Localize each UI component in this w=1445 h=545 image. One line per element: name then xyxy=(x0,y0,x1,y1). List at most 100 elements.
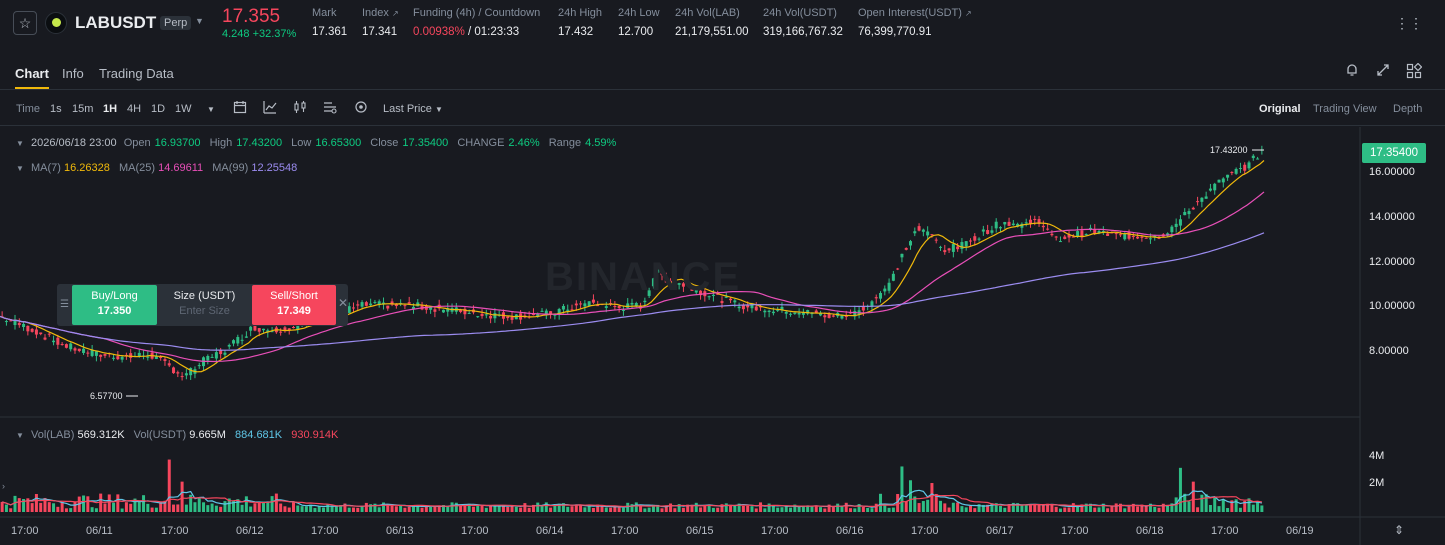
volume-bar xyxy=(497,506,501,512)
candle-body xyxy=(1191,207,1195,210)
price-axis-label: 12.00000 xyxy=(1369,255,1415,268)
candle-body xyxy=(909,241,913,246)
volume-bar xyxy=(609,507,613,512)
sell-short-button[interactable]: Sell/Short 17.349 xyxy=(252,285,336,325)
volume-bar xyxy=(1063,507,1067,512)
candle-body xyxy=(1251,155,1255,159)
volume-bar xyxy=(373,503,377,512)
volume-bar xyxy=(202,502,206,512)
layout-grid-icon[interactable] xyxy=(1405,62,1423,81)
candle-body xyxy=(634,302,638,307)
external-link-icon[interactable]: ↗ xyxy=(391,9,399,18)
volume-bar xyxy=(776,507,780,512)
favorite-star-icon[interactable]: ☆ xyxy=(13,11,37,35)
collapse-caret-icon[interactable]: ▼ xyxy=(16,431,24,440)
view-tradingview[interactable]: Trading View xyxy=(1313,103,1377,115)
collapse-caret-icon[interactable]: ▼ xyxy=(16,164,24,173)
interval-1s[interactable]: 1s xyxy=(50,103,62,115)
view-depth[interactable]: Depth xyxy=(1393,103,1423,115)
volume-bar xyxy=(913,496,917,512)
vol-lab-value: 569.312K xyxy=(77,429,125,441)
stat-open-interest[interactable]: Open Interest(USDT) ↗ 76,399,770.91 xyxy=(858,7,972,38)
interval-1d[interactable]: 1D xyxy=(151,103,166,115)
candle-body xyxy=(1148,238,1152,240)
tab-trading-data[interactable]: Trading Data xyxy=(99,66,174,81)
volume-bar xyxy=(523,503,527,512)
volume-bar xyxy=(480,505,484,512)
volume-bar xyxy=(433,506,437,512)
candle-body xyxy=(1058,241,1062,243)
close-icon[interactable]: ✕ xyxy=(338,296,349,310)
scroll-left-icon[interactable]: › xyxy=(2,481,5,491)
candle-body xyxy=(146,356,150,358)
interval-1w[interactable]: 1W xyxy=(175,103,192,115)
calendar-icon[interactable] xyxy=(232,100,248,116)
volume-bar xyxy=(1187,501,1191,512)
time-axis-label: 17:00 xyxy=(311,525,339,537)
more-menu-icon[interactable]: ⋮⋮ xyxy=(1395,15,1423,31)
price-chart[interactable]: BINANCE ▼ 2026/06/18 23:00 Open 16.93700 … xyxy=(0,127,1445,545)
symbol-dropdown-icon[interactable]: ▼ xyxy=(195,16,204,26)
time-axis-label: 17:00 xyxy=(761,525,789,537)
candlestick-chart-canvas[interactable] xyxy=(0,127,1445,545)
candle-body xyxy=(1221,178,1225,183)
candle-body xyxy=(737,306,741,309)
candle-body xyxy=(887,282,891,291)
candle-body xyxy=(998,227,1002,229)
drag-handle-icon[interactable]: ☰ xyxy=(60,299,69,310)
candle-body xyxy=(484,314,488,316)
price-type-select[interactable]: Last Price ▼ xyxy=(383,103,443,115)
volume-bar xyxy=(1247,498,1251,512)
volume-bar xyxy=(163,500,167,512)
volume-bar xyxy=(651,504,655,512)
candle-body xyxy=(549,311,553,314)
fit-axis-icon[interactable]: ⇕ xyxy=(1394,523,1405,537)
candle-body xyxy=(939,246,943,248)
compare-icon[interactable] xyxy=(322,100,338,116)
symbol-name[interactable]: LABUSDT xyxy=(75,13,157,32)
collapse-caret-icon[interactable]: ▼ xyxy=(16,139,24,148)
expand-icon[interactable] xyxy=(1374,63,1392,81)
volume-bar xyxy=(681,507,685,512)
stat-index[interactable]: Index ↗ 17.341 xyxy=(362,7,399,38)
view-original[interactable]: Original xyxy=(1259,103,1301,115)
tab-info[interactable]: Info xyxy=(62,66,84,81)
volume-bar xyxy=(116,494,120,512)
candle-body xyxy=(651,278,655,287)
candle-body xyxy=(626,303,630,308)
candle-body xyxy=(9,320,13,322)
candle-body xyxy=(673,281,677,284)
candle-type-icon[interactable] xyxy=(292,100,308,116)
indicator-icon[interactable] xyxy=(262,100,278,116)
volume-bar xyxy=(596,504,600,512)
candle-body xyxy=(189,368,193,376)
settings-icon[interactable] xyxy=(353,100,369,116)
size-input[interactable]: Size (USDT) Enter Size xyxy=(157,285,252,325)
interval-dropdown-icon[interactable]: ▼ xyxy=(207,105,215,114)
tab-chart[interactable]: Chart xyxy=(6,66,58,89)
interval-1h[interactable]: 1H xyxy=(103,103,118,115)
candle-body xyxy=(643,300,647,303)
candle-body xyxy=(819,312,823,316)
candle-body xyxy=(814,310,818,313)
candle-body xyxy=(1118,234,1122,236)
external-link-icon[interactable]: ↗ xyxy=(964,9,972,18)
stat-label: 24h Vol(USDT) xyxy=(763,7,837,19)
candle-body xyxy=(986,230,990,234)
interval-15m[interactable]: 15m xyxy=(72,103,94,115)
chart-toolbar: Time 1s 15m 1H 4H 1D 1W ▼ Last Price ▼ O… xyxy=(0,92,1445,126)
volume-bar xyxy=(917,503,921,512)
buy-long-button[interactable]: Buy/Long 17.350 xyxy=(72,285,157,325)
candle-body xyxy=(977,238,981,240)
volume-bar xyxy=(514,506,518,512)
stat-label: 24h High xyxy=(558,7,603,19)
interval-4h[interactable]: 4H xyxy=(127,103,142,115)
volume-bar xyxy=(600,506,604,512)
chart-background xyxy=(0,127,1445,545)
volume-bar xyxy=(210,503,214,512)
candle-body xyxy=(587,301,591,307)
time-axis-label: 17:00 xyxy=(461,525,489,537)
volume-bar xyxy=(463,504,467,512)
alert-bell-icon[interactable] xyxy=(1343,63,1361,81)
candle-body xyxy=(981,229,985,232)
